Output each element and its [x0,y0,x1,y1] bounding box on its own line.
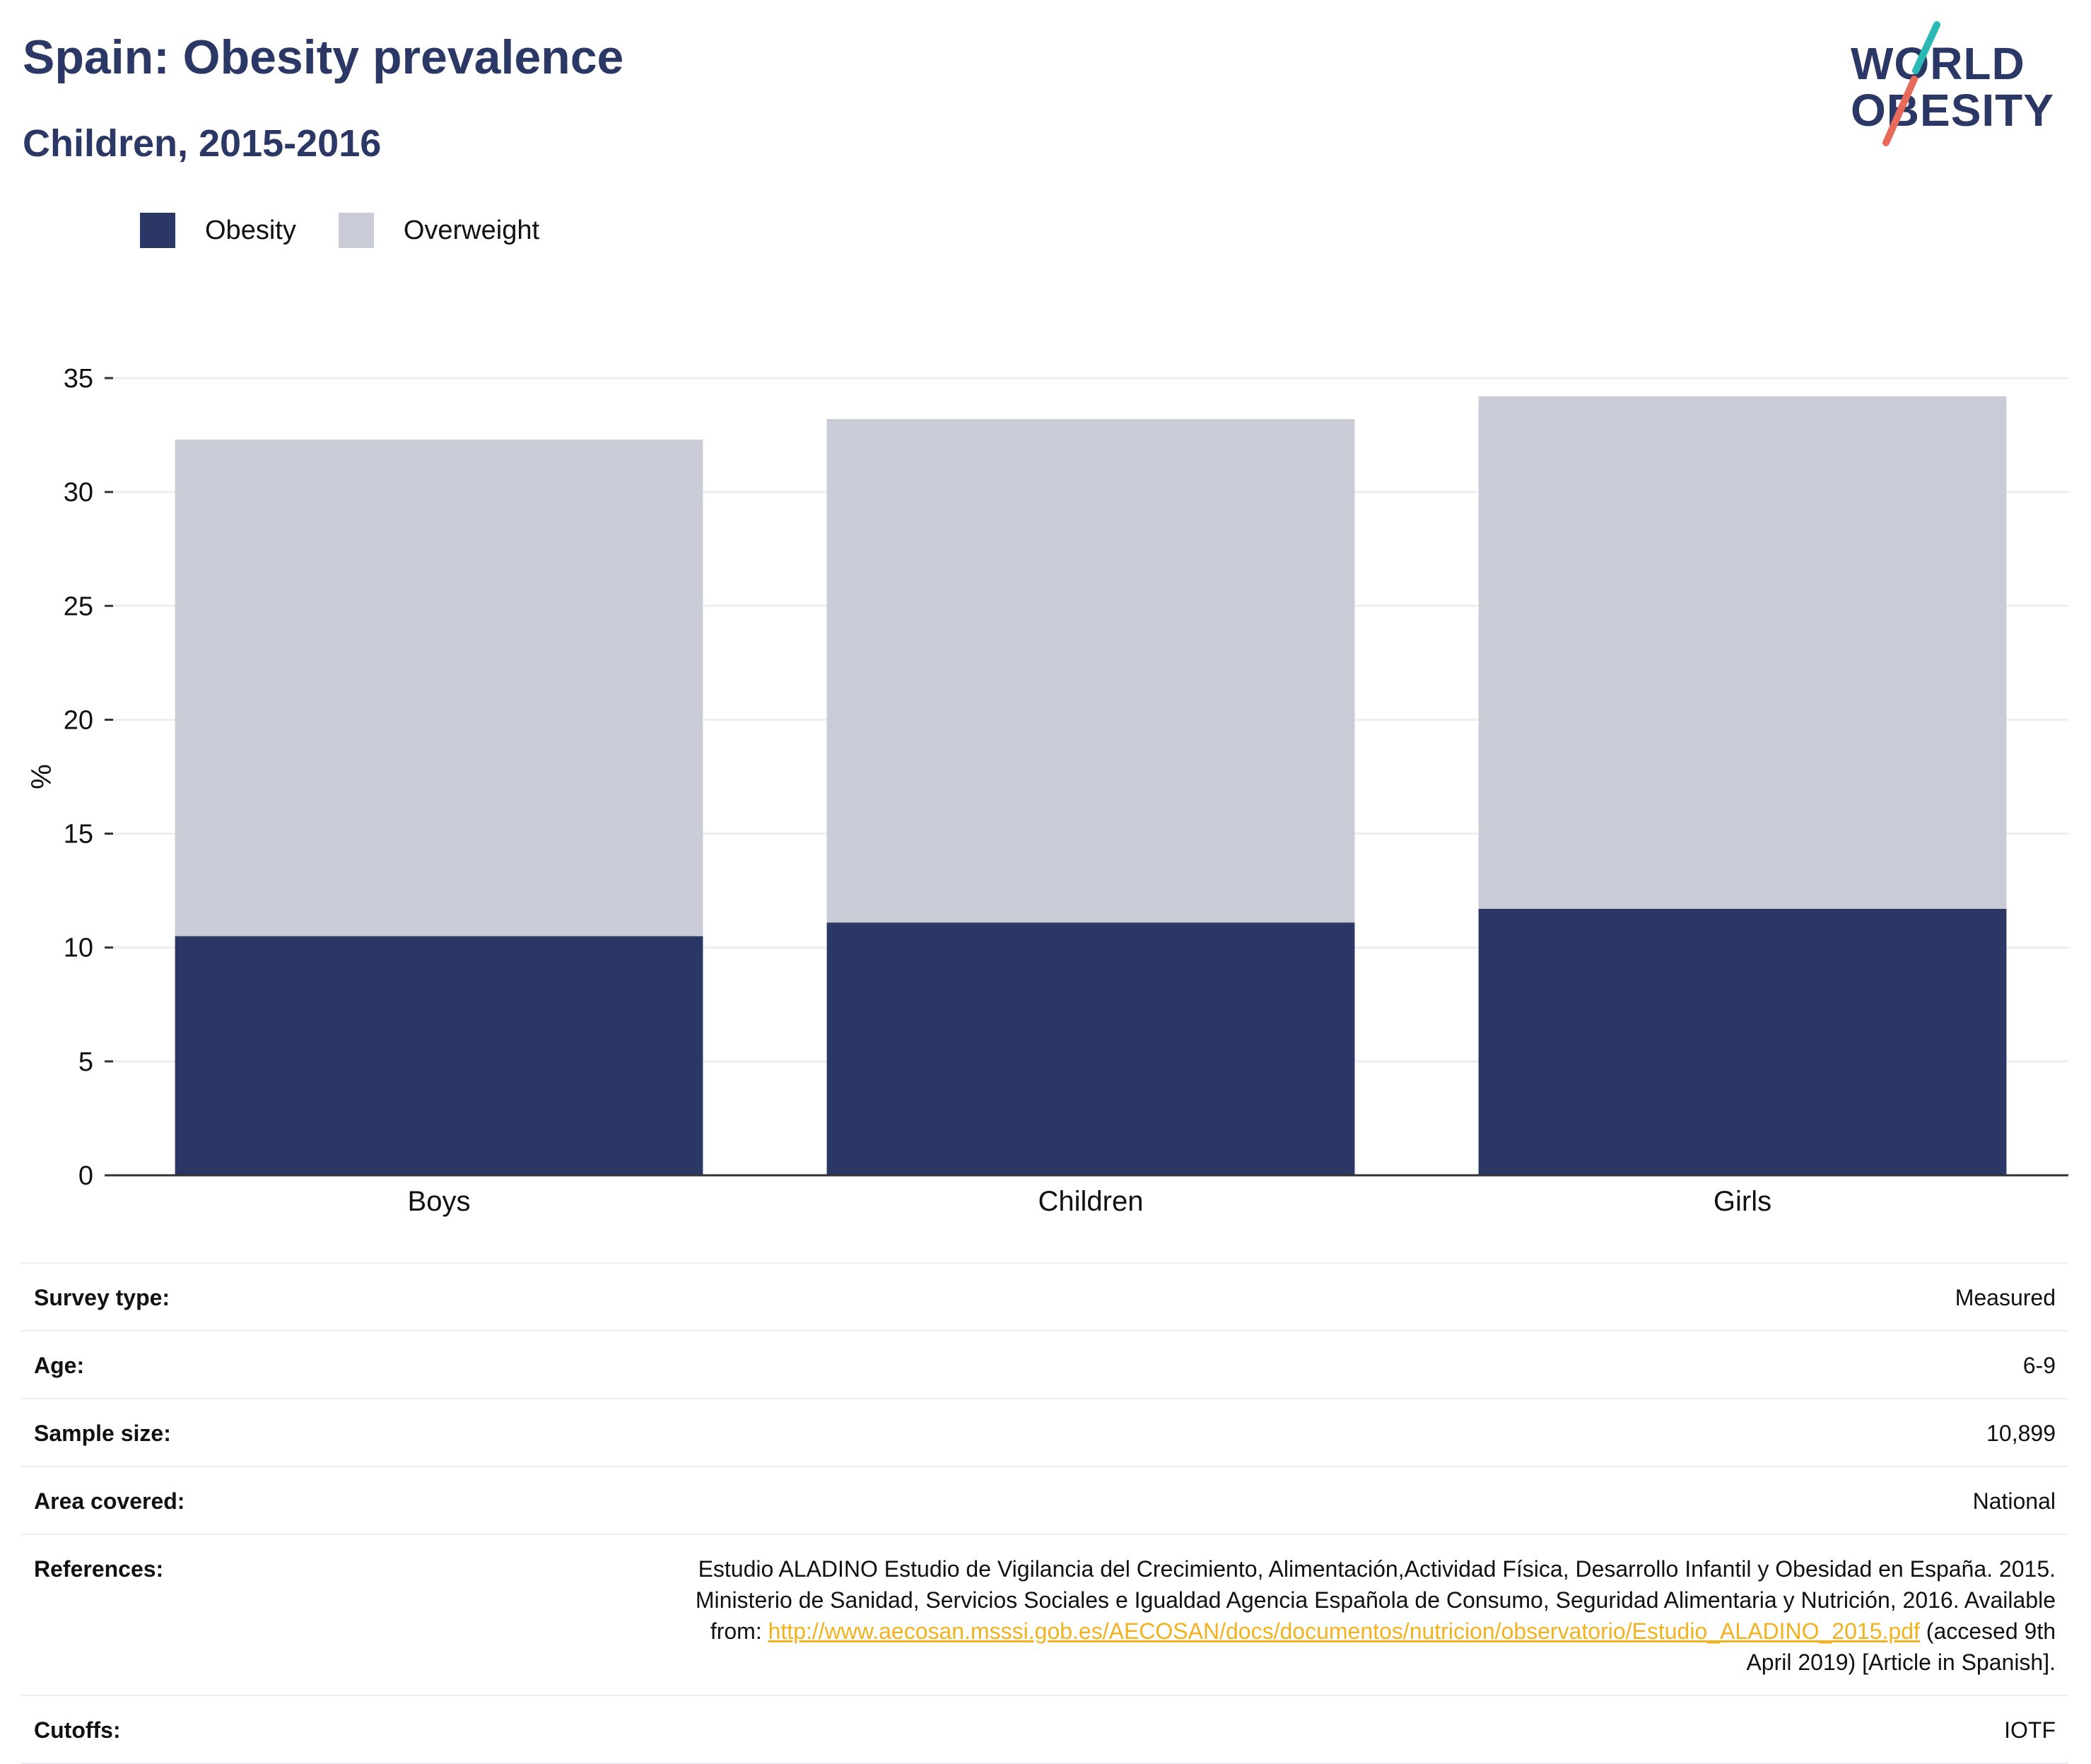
legend-item-overweight[interactable]: Overweight [338,213,540,248]
y-tick-label: 10 [64,934,93,963]
y-tick-label: 30 [64,478,93,507]
info-label: Area covered: [34,1488,185,1514]
legend-label-obesity: Obesity [205,215,296,245]
info-value: IOTF [2004,1717,2056,1743]
logo-line2: OBESITY [1851,85,2054,136]
legend-swatch-obesity [140,213,175,248]
info-row-cutoffs: Cutoffs: IOTF [21,1696,2068,1764]
info-label: Sample size: [34,1421,171,1446]
legend-item-obesity[interactable]: Obesity [140,213,296,248]
reference-from: from: [710,1618,768,1644]
world-obesity-logo: WORLD OBESITY [1838,21,2071,148]
info-row-sample-size: Sample size: 10,899 [21,1399,2068,1467]
logo-slash-icon [1882,21,1940,146]
info-label: Survey type: [34,1285,170,1310]
info-value: 6-9 [2022,1353,2056,1378]
reference-line: April 2019) [Article in Spanish]. [1746,1650,2056,1675]
info-label: References: [34,1556,164,1582]
info-row-references: References: Estudio ALADINO Estudio de V… [21,1535,2068,1696]
x-tick-label: Boys [408,1186,471,1217]
bar-obesity-girls [1478,908,2007,1175]
y-tick-label: 25 [64,592,93,621]
references-text: Estudio ALADINO Estudio de Vigilancia de… [696,1553,2056,1678]
info-label: Cutoffs: [34,1717,121,1743]
y-tick-label: 15 [64,820,93,849]
y-tick-label: 0 [78,1161,93,1191]
page-subtitle: Children, 2015-2016 [23,122,382,165]
chart-legend: Obesity Overweight [140,209,582,252]
x-tick-label: Children [1038,1186,1144,1217]
page-title: Spain: Obesity prevalence [23,30,624,84]
bar-overweight-girls [1478,396,2007,909]
x-tick-label: Girls [1714,1186,1771,1217]
info-label: Age: [34,1353,85,1378]
survey-info-table: Survey type: Measured Age: 6-9 Sample si… [21,1262,2068,1764]
legend-swatch-overweight [338,213,374,248]
logo-line1: WORLD [1851,38,2025,89]
bar-obesity-children [826,922,1355,1175]
info-row-age: Age: 6-9 [21,1331,2068,1399]
y-tick-label: 5 [78,1047,93,1077]
reference-line: Ministerio de Sanidad, Servicios Sociale… [695,1587,2056,1613]
reference-link[interactable]: http://www.aecosan.msssi.gob.es/AECOSAN/… [768,1618,1920,1644]
reference-after: (accesed 9th [1919,1618,2056,1644]
y-tick-label: 35 [64,364,93,394]
y-axis-label: % [26,764,57,789]
bar-obesity-boys [175,936,703,1175]
stacked-bar-chart: 0 5 10 15 20 25 30 35% Boys Children Girls [26,364,2068,1217]
info-value: National [1972,1488,2056,1514]
legend-label-overweight: Overweight [403,215,540,245]
reference-line: Estudio ALADINO Estudio de Vigilancia de… [698,1556,2056,1582]
info-value: Measured [1955,1285,2056,1310]
info-row-area: Area covered: National [21,1467,2068,1535]
y-tick-label: 20 [64,705,93,735]
info-value: 10,899 [1986,1421,2056,1446]
bar-overweight-boys [175,440,703,936]
bar-overweight-children [826,419,1355,923]
info-row-survey-type: Survey type: Measured [21,1264,2068,1331]
